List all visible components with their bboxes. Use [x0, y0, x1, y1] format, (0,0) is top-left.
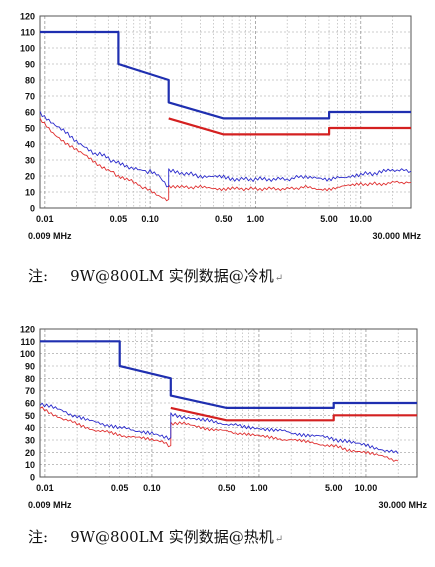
return-mark-icon: ↵ — [274, 273, 284, 284]
chart-cold: 0 10 20 30 40 50 60 70 80 90 100 110 120 0.01 0.05 0.10… — [20, 12, 422, 242]
y-tick-label: 40 — [25, 423, 35, 433]
y-tick-label: 90 — [25, 362, 35, 372]
y-tick-label: 20 — [25, 172, 35, 182]
limit-line-qp — [40, 340, 417, 409]
y-tick-label: 30 — [25, 436, 35, 446]
y-tick-label: 110 — [20, 28, 35, 38]
x-tick-label: 0.50 — [215, 214, 233, 224]
x-tick-label: 0.10 — [141, 214, 159, 224]
y-tick-label: 0 — [30, 204, 35, 214]
x-range-start-label: 0.009 MHz — [28, 231, 72, 241]
y-tick-label: 100 — [20, 44, 35, 54]
x-tick-label: 0.50 — [218, 483, 236, 493]
y-tick-label: 30 — [25, 156, 35, 166]
x-tick-label: 5.00 — [325, 483, 343, 493]
limit-line-qp — [40, 30, 411, 120]
caption-prefix: 注: — [28, 528, 49, 546]
limit-line-avg — [168, 117, 411, 136]
caption-hot: 注: 9W@800LM 实例数据@热机↵ — [28, 526, 283, 547]
y-tick-label: 80 — [25, 76, 35, 86]
y-tick-label: 80 — [25, 374, 35, 384]
y-tick-label: 120 — [20, 325, 35, 335]
x-tick-label: 0.01 — [36, 214, 54, 224]
x-tick-label: 0.01 — [36, 483, 54, 493]
caption-text: 9W@800LM 实例数据@热机 — [70, 528, 274, 546]
y-tick-label: 0 — [30, 473, 35, 483]
y-tick-label: 60 — [25, 108, 35, 118]
y-tick-label: 110 — [20, 337, 35, 347]
x-tick-label: 1.00 — [247, 214, 265, 224]
caption-text: 9W@800LM 实例数据@冷机 — [70, 267, 274, 285]
limit-line-avg — [170, 406, 417, 422]
x-tick-label: 10.00 — [349, 214, 372, 224]
y-tick-label: 10 — [25, 460, 35, 470]
x-tick-label: 0.05 — [111, 483, 129, 493]
y-tick-label: 100 — [20, 349, 35, 359]
y-tick-label: 120 — [20, 12, 35, 22]
x-range-end-label: 30.000 MHz — [378, 500, 427, 510]
x-tick-label: 0.05 — [110, 214, 128, 224]
x-range-start-label: 0.009 MHz — [28, 500, 72, 510]
y-tick-label: 50 — [25, 124, 35, 134]
y-tick-label: 60 — [25, 399, 35, 409]
x-tick-label: 0.10 — [143, 483, 161, 493]
caption-prefix: 注: — [28, 267, 49, 285]
y-tick-label: 70 — [25, 92, 35, 102]
y-tick-label: 20 — [25, 448, 35, 458]
x-tick-label: 10.00 — [355, 483, 378, 493]
x-range-end-label: 30.000 MHz — [372, 231, 421, 241]
y-tick-label: 40 — [25, 140, 35, 150]
return-mark-icon: ↵ — [274, 534, 284, 545]
x-tick-label: 5.00 — [320, 214, 338, 224]
measured-line-avg — [39, 117, 412, 202]
y-tick-label: 70 — [25, 386, 35, 396]
x-tick-label: 1.00 — [250, 483, 268, 493]
y-tick-label: 90 — [25, 60, 35, 70]
y-tick-label: 50 — [25, 411, 35, 421]
chart-hot: 0 10 20 30 40 50 60 70 80 90 100 110 120 0.01 0.05 0.10… — [20, 325, 428, 511]
measured-line-qp — [39, 402, 399, 454]
caption-cold: 注: 9W@800LM 实例数据@冷机↵ — [28, 265, 283, 286]
y-tick-label: 10 — [25, 188, 35, 198]
measured-line-qp — [39, 111, 412, 188]
measured-line-avg — [39, 406, 399, 462]
